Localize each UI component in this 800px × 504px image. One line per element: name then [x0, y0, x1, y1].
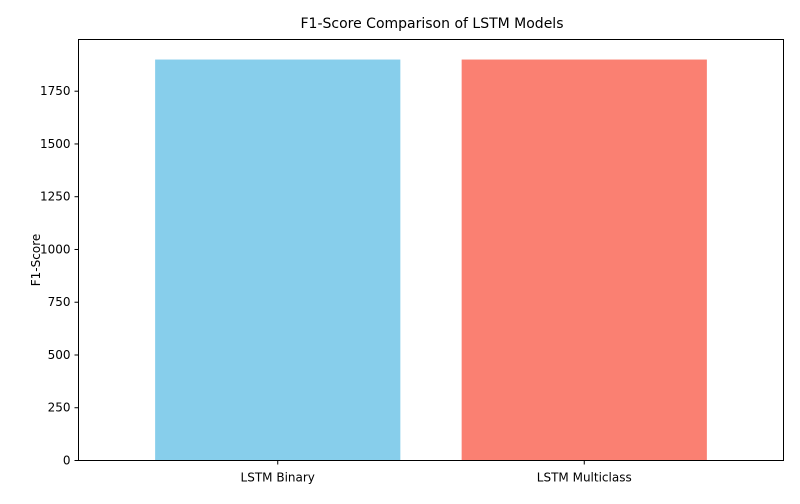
y-axis-label: F1-Score: [29, 234, 43, 286]
y-tick-label: 1250: [40, 190, 71, 204]
x-tick-label: LSTM Multiclass: [537, 471, 632, 485]
x-axis: LSTM Binary LSTM Multiclass: [241, 460, 632, 485]
y-tick-label: 1750: [40, 84, 71, 98]
y-tick-label: 1500: [40, 137, 71, 151]
bar-lstm-binary: [155, 59, 401, 461]
y-tick-label: 750: [48, 295, 71, 309]
y-tick-label: 500: [48, 348, 71, 362]
plot-frame: [78, 39, 784, 461]
y-axis: 0 250 500 750 1000 1250 1500 1750: [40, 84, 79, 468]
x-tick-label: LSTM Binary: [241, 471, 315, 485]
chart-title: F1-Score Comparison of LSTM Models: [301, 16, 564, 32]
y-tick-label: 250: [48, 401, 71, 415]
y-tick-label: 1000: [40, 242, 71, 256]
y-tick-label: 0: [63, 454, 71, 468]
bars-layer: [155, 59, 707, 461]
bar-lstm-multiclass: [461, 59, 707, 461]
